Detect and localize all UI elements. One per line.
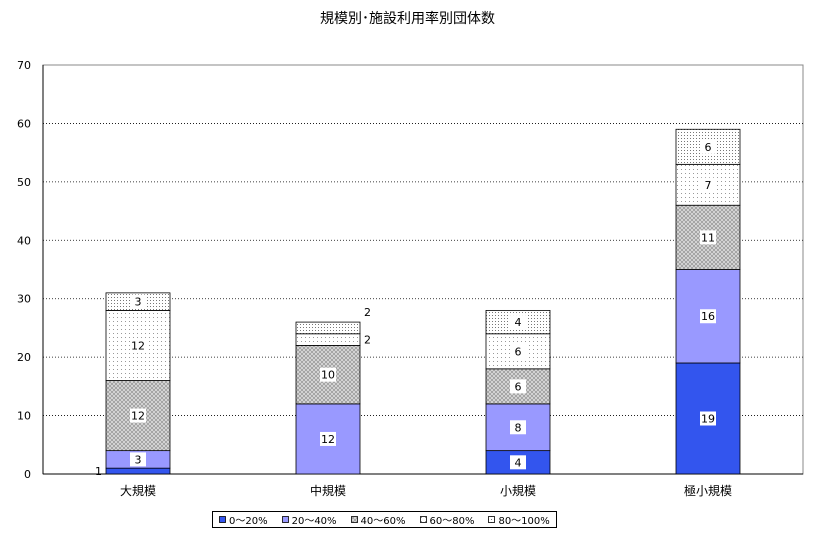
x-tick-label: 極小規模 [684, 483, 732, 498]
y-tick-label: 10 [17, 410, 31, 423]
data-label: 7 [705, 179, 712, 192]
data-label: 3 [135, 296, 142, 309]
data-label-bg [510, 344, 526, 359]
bar-segment [295, 333, 361, 346]
data-label: 4 [515, 456, 522, 469]
x-tick-label: 小規模 [500, 483, 536, 498]
legend-item: 0～20% [219, 512, 268, 527]
legend-swatch [488, 516, 496, 523]
y-tick-label: 40 [17, 234, 31, 247]
y-tick-label: 50 [17, 176, 31, 189]
data-label: 2 [364, 306, 371, 319]
data-label: 12 [131, 410, 145, 423]
x-tick-label: 中規模 [310, 483, 346, 498]
bar-segment [675, 362, 741, 475]
legend-swatch [219, 516, 226, 523]
data-label-bg [510, 379, 526, 394]
legend: 0～20% 20～40% 40～60% 60～80% 80～100% [212, 511, 557, 528]
legend-label: 80～100% [498, 516, 550, 527]
legend-swatch [281, 516, 289, 523]
legend-swatch [419, 516, 427, 523]
y-tick-label: 0 [24, 468, 31, 481]
data-label-bg [700, 411, 716, 426]
y-tick-label: 30 [17, 293, 31, 306]
chart-title: 規模別･施設利用率別団体数 [320, 11, 495, 27]
legend-item: 80～100% [488, 512, 550, 527]
data-label: 1 [95, 465, 102, 478]
x-tick-label: 大規模 [120, 483, 156, 498]
legend-label: 60～80% [429, 516, 475, 527]
data-label-bg [130, 452, 146, 467]
data-label-bg [130, 408, 146, 423]
data-label-bg [320, 431, 336, 446]
y-tick-label: 70 [17, 59, 31, 72]
data-label-bg [510, 420, 526, 435]
data-label: 4 [515, 316, 522, 329]
data-label-bg [320, 367, 336, 382]
legend-label: 20～40% [291, 516, 337, 527]
data-label-bg [700, 177, 716, 192]
data-label-bg [700, 230, 716, 245]
data-label-bg [130, 294, 146, 309]
data-label-bg [510, 315, 526, 330]
data-label: 6 [515, 345, 522, 358]
y-tick-label: 20 [17, 351, 31, 364]
legend-item: 40～60% [350, 512, 406, 527]
data-label: 12 [131, 339, 145, 352]
data-label: 2 [364, 334, 371, 347]
data-label: 10 [321, 369, 335, 382]
data-label: 16 [701, 310, 715, 323]
y-tick-label: 60 [17, 117, 31, 130]
legend-swatch [350, 516, 358, 523]
data-label-bg [700, 309, 716, 324]
data-label: 6 [705, 141, 712, 154]
legend-item: 60～80% [419, 512, 475, 527]
data-label: 11 [701, 231, 715, 244]
bar-segment [295, 321, 361, 335]
data-label: 3 [135, 453, 142, 466]
data-label-bg [510, 455, 526, 470]
data-label: 8 [515, 421, 522, 434]
legend-label: 40～60% [360, 516, 406, 527]
data-label-bg [700, 139, 716, 154]
data-label-bg [130, 338, 146, 353]
legend-item: 20～40% [281, 512, 337, 527]
data-label: 19 [701, 412, 715, 425]
data-label: 12 [321, 433, 335, 446]
legend-label: 0～20% [229, 516, 268, 527]
data-label: 6 [515, 380, 522, 393]
bar-segment [105, 467, 171, 475]
